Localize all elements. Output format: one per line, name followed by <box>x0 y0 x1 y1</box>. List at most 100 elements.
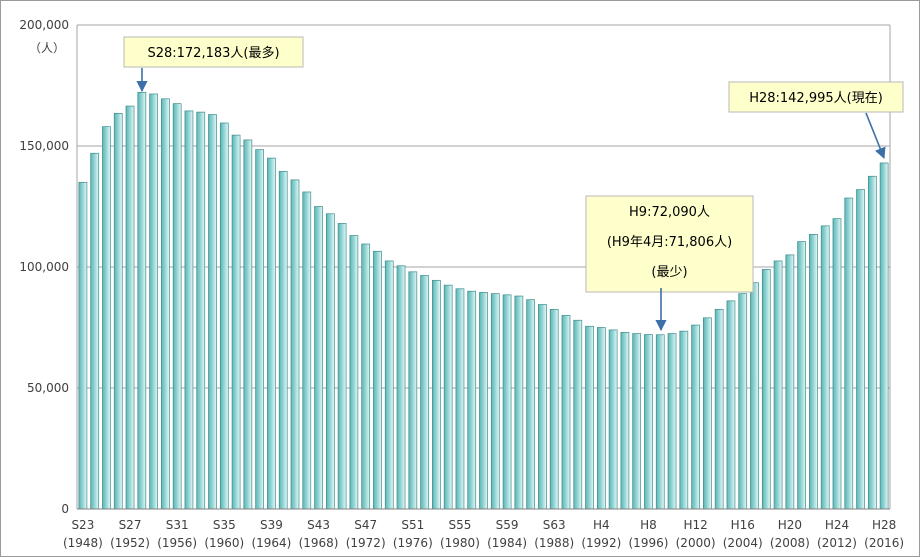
x-tick-year-label: (1968) <box>299 536 339 550</box>
x-tick-era-label: S43 <box>307 518 330 532</box>
bar-1967 <box>302 191 312 510</box>
x-tick-year-label: (1972) <box>346 536 386 550</box>
annotation-box <box>123 36 304 68</box>
x-tick-era-label: S27 <box>119 518 142 532</box>
bar-1995 <box>632 333 642 510</box>
x-tick-era-label: H28 <box>872 518 896 532</box>
bar-1955 <box>161 98 170 510</box>
x-tick-year-label: (1988) <box>534 536 574 550</box>
bar-2005 <box>750 282 759 510</box>
bar-1989 <box>561 315 571 510</box>
bar-2009 <box>797 241 806 510</box>
bar-1960 <box>219 122 229 510</box>
bar-2003 <box>726 300 736 510</box>
bar-1964 <box>267 157 276 510</box>
x-tick-era-label: S51 <box>401 518 424 532</box>
x-tick-era-label: S63 <box>543 518 566 532</box>
annotation-text: (最少) <box>651 265 687 280</box>
x-tick-era-label: S23 <box>71 518 94 532</box>
bar-2016 <box>879 162 889 510</box>
bar-1979 <box>443 284 453 510</box>
x-tick-era-label: S35 <box>213 518 236 532</box>
bar-2008 <box>785 254 795 510</box>
bar-1958 <box>196 111 206 510</box>
x-tick-year-label: (1948) <box>63 536 103 550</box>
y-axis-unit-label: （人） <box>29 41 65 55</box>
bar-1986 <box>526 299 535 510</box>
bar-1982 <box>479 292 488 510</box>
x-tick-era-label: S47 <box>354 518 377 532</box>
x-tick-year-label: (2004) <box>723 536 763 550</box>
axes: 0 50,000 100,000 150,000 200,000 S23 (1948) S27… <box>19 18 904 550</box>
bar-1953 <box>137 91 147 510</box>
bar-1991 <box>585 325 594 510</box>
bar-1966 <box>290 179 300 510</box>
bar-1984 <box>502 294 512 510</box>
bar-1949 <box>90 152 100 510</box>
bar-2013 <box>844 197 854 510</box>
bar-2002 <box>714 309 724 510</box>
bar-1973 <box>373 250 382 510</box>
x-tick-year-label: (2016) <box>864 536 904 550</box>
bar-1990 <box>573 319 583 510</box>
bar-1985 <box>514 295 524 510</box>
x-tick-era-label: S39 <box>260 518 283 532</box>
bar-2007 <box>773 260 783 510</box>
x-tick-year-label: (1980) <box>440 536 480 550</box>
x-tick-era-label: H24 <box>825 518 849 532</box>
annotation-text: H9:72,090人 <box>629 205 710 220</box>
x-tick-era-label: S59 <box>496 518 519 532</box>
annotation-text: H28:142,995人(現在) <box>749 91 883 106</box>
x-tick-era-label: H20 <box>778 518 802 532</box>
bar-1997 <box>655 334 665 510</box>
x-tick-year-label: (2000) <box>676 536 716 550</box>
bar-2012 <box>832 218 842 510</box>
x-tick-year-label: (1984) <box>487 536 527 550</box>
bar-1993 <box>608 329 618 510</box>
bar-2014 <box>856 189 865 510</box>
bar-1977 <box>420 275 429 510</box>
bar-1961 <box>231 134 241 510</box>
bar-2006 <box>761 269 771 510</box>
x-tick-era-label: H8 <box>640 518 657 532</box>
bar-1996 <box>644 334 653 510</box>
bar-1971 <box>349 235 359 510</box>
bar-1972 <box>361 243 371 510</box>
annotation-box <box>585 195 754 293</box>
bar-1974 <box>384 260 394 510</box>
x-tick-era-label: H12 <box>683 518 707 532</box>
bar-1976 <box>408 271 418 510</box>
bar-1952 <box>125 105 135 510</box>
bar-1959 <box>208 114 217 510</box>
bar-1975 <box>396 265 406 510</box>
bar-1999 <box>679 330 689 510</box>
annotations: S28:172,183人(最多) H9:72,090人 (H9年4月:71,806人… <box>123 36 904 332</box>
x-tick-year-label: (1964) <box>251 536 291 550</box>
bar-1963 <box>255 149 264 510</box>
bar-1988 <box>549 309 559 510</box>
bar-1965 <box>278 171 288 510</box>
bar-1994 <box>620 331 630 510</box>
bars <box>78 91 889 510</box>
x-tick-year-label: (2012) <box>817 536 857 550</box>
x-tick-year-label: (1992) <box>581 536 621 550</box>
y-tick-label: 0 <box>61 502 69 516</box>
x-tick-era-label: H16 <box>731 518 755 532</box>
annotation-text: (H9年4月:71,806人) <box>607 235 732 250</box>
bar-1969 <box>325 213 335 510</box>
x-tick-era-label: H4 <box>593 518 610 532</box>
x-tick-era-label: S55 <box>448 518 471 532</box>
y-tick-label: 150,000 <box>19 139 69 153</box>
bar-1956 <box>172 103 182 510</box>
bar-2010 <box>809 233 818 510</box>
bar-1951 <box>113 112 123 510</box>
x-tick-year-label: (1956) <box>157 536 197 550</box>
bar-1957 <box>184 110 194 510</box>
annotation-arrow <box>865 112 886 160</box>
x-tick-era-label: S31 <box>166 518 189 532</box>
bar-2000 <box>691 324 700 510</box>
bar-1978 <box>432 279 441 510</box>
bar-2004 <box>738 293 748 510</box>
x-tick-year-label: (1976) <box>393 536 433 550</box>
